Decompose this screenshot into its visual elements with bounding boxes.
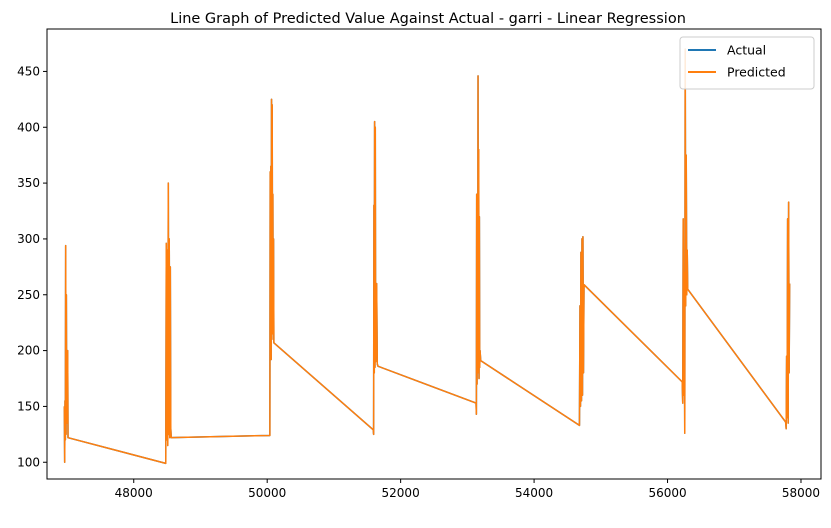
y-tick-label: 150 <box>17 399 40 413</box>
series-line-predicted <box>63 48 791 465</box>
y-tick-label: 100 <box>17 455 40 469</box>
legend-actual-label: Actual <box>727 43 766 58</box>
y-axis: 100 150 200 250 300 350 400 450 <box>17 64 47 469</box>
plot-area <box>63 48 791 465</box>
y-tick-label: 250 <box>17 288 40 302</box>
x-tick-label: 56000 <box>648 486 686 500</box>
x-tick-label: 50000 <box>248 486 286 500</box>
y-tick-label: 200 <box>17 344 40 358</box>
x-axis: 48000 50000 52000 54000 56000 58000 <box>115 479 820 500</box>
axes-frame <box>46 28 822 480</box>
x-tick-label: 54000 <box>515 486 553 500</box>
x-tick-label: 48000 <box>115 486 153 500</box>
legend: Actual Predicted <box>679 36 815 90</box>
y-tick-label: 400 <box>17 120 40 134</box>
y-tick-label: 350 <box>17 176 40 190</box>
x-tick-label: 58000 <box>782 486 820 500</box>
y-tick-label: 450 <box>17 64 40 78</box>
legend-predicted-label: Predicted <box>727 65 786 80</box>
y-tick-label: 300 <box>17 232 40 246</box>
x-tick-label: 52000 <box>382 486 420 500</box>
chart-title: Line Graph of Predicted Value Against Ac… <box>170 11 686 27</box>
